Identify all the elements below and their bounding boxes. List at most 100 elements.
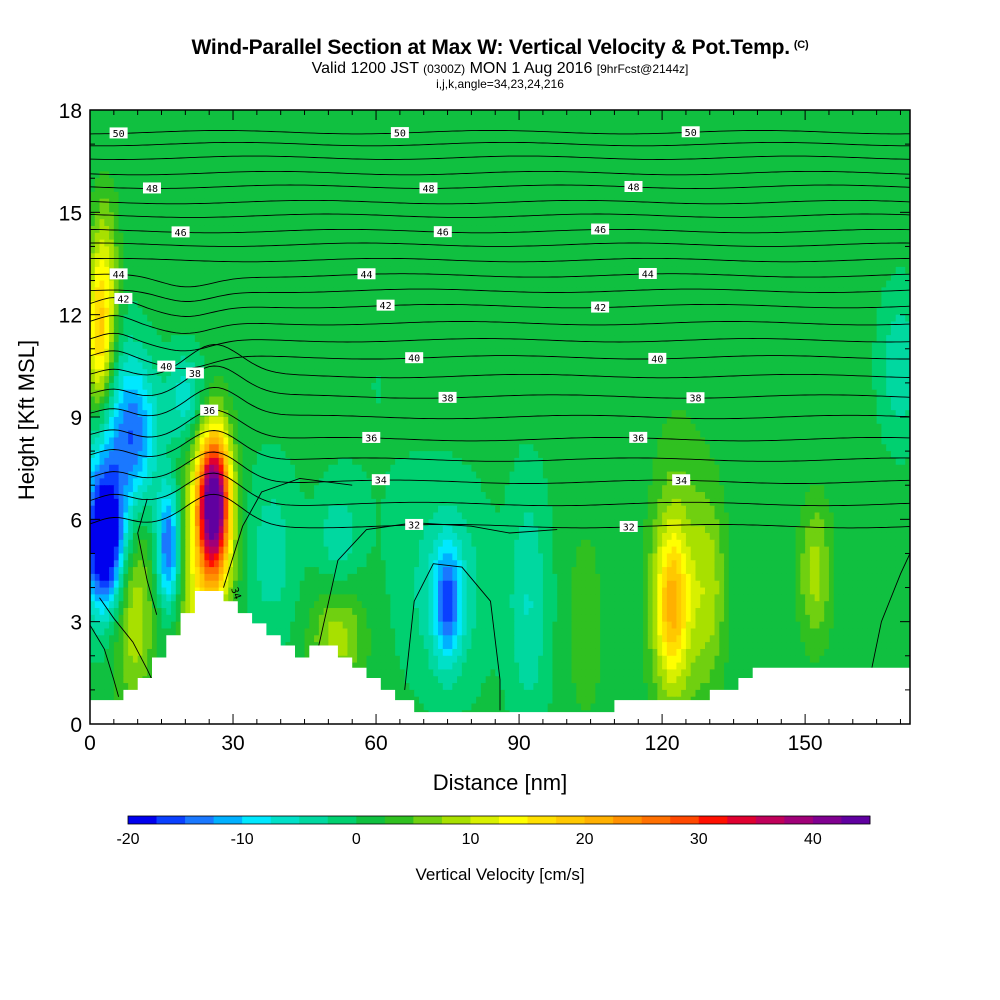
field-cell	[671, 144, 677, 152]
field-cell	[495, 130, 501, 138]
field-cell	[504, 123, 511, 132]
field-cell	[256, 116, 263, 125]
field-cell	[595, 144, 601, 152]
field-cell	[194, 116, 201, 125]
field-cell	[104, 287, 110, 295]
field-cell	[852, 212, 859, 220]
field-cell	[161, 205, 167, 213]
field-cell	[290, 273, 296, 282]
field-cell	[366, 164, 372, 172]
field-cell	[733, 246, 739, 254]
field-cell	[233, 260, 239, 268]
field-cell	[490, 246, 496, 254]
field-cell	[318, 246, 325, 254]
field-cell	[337, 219, 344, 227]
field-cell	[266, 287, 272, 295]
field-cell	[166, 232, 172, 241]
field-cell	[409, 260, 415, 268]
field-cell	[671, 157, 677, 166]
field-cell	[881, 110, 887, 118]
field-cell	[838, 116, 844, 125]
field-cell	[395, 266, 401, 275]
field-cell	[714, 198, 720, 207]
field-cell	[99, 123, 105, 132]
field-cell	[571, 164, 577, 172]
field-cell	[147, 178, 153, 186]
field-cell	[352, 198, 358, 207]
field-cell	[886, 301, 892, 309]
field-cell	[900, 191, 906, 200]
field-cell	[571, 253, 577, 261]
field-cell	[399, 253, 406, 261]
field-cell	[209, 144, 215, 152]
field-cell	[771, 219, 778, 227]
field-cell	[490, 110, 496, 118]
field-cell	[256, 130, 263, 138]
field-cell	[395, 144, 401, 152]
field-cell	[385, 273, 391, 282]
field-cell	[423, 219, 430, 227]
field-cell	[905, 191, 910, 200]
field-cell	[295, 273, 301, 282]
field-cell	[819, 123, 825, 132]
field-cell	[848, 191, 854, 200]
field-cell	[418, 157, 425, 166]
field-cell	[380, 232, 387, 241]
field-cell	[194, 260, 201, 268]
field-cell	[638, 219, 644, 227]
field-cell	[280, 253, 287, 261]
field-cell	[628, 144, 635, 152]
field-cell	[905, 212, 910, 220]
field-cell	[728, 205, 735, 213]
field-cell	[566, 144, 573, 152]
field-cell	[890, 205, 897, 213]
field-cell	[590, 287, 596, 295]
field-cell	[213, 178, 220, 186]
field-cell	[447, 219, 453, 227]
field-cell	[118, 205, 124, 213]
field-cell	[738, 287, 744, 295]
field-cell	[476, 212, 482, 220]
field-cell	[280, 205, 287, 213]
field-cell	[247, 150, 253, 159]
field-cell	[662, 232, 668, 241]
field-cell	[199, 144, 206, 152]
field-cell	[800, 157, 806, 166]
field-cell	[705, 137, 711, 145]
field-cell	[881, 150, 887, 159]
field-cell	[380, 280, 387, 288]
field-cell	[595, 212, 601, 220]
field-cell	[500, 205, 506, 213]
field-cell	[781, 253, 787, 261]
field-cell	[399, 110, 406, 118]
field-cell	[848, 137, 854, 145]
field-cell	[638, 232, 644, 241]
field-cell	[166, 178, 172, 186]
field-cell	[223, 110, 229, 118]
field-cell	[299, 280, 306, 288]
field-cell	[561, 232, 568, 241]
field-cell	[113, 246, 120, 254]
field-cell	[900, 110, 906, 118]
field-cell	[766, 253, 773, 261]
field-cell	[314, 110, 320, 118]
field-cell	[848, 198, 854, 207]
field-cell	[128, 116, 134, 125]
field-cell	[266, 266, 272, 275]
field-cell	[628, 123, 635, 132]
field-cell	[795, 198, 801, 207]
field-cell	[342, 116, 349, 125]
field-cell	[490, 260, 496, 268]
field-cell	[218, 198, 225, 207]
field-cell	[256, 164, 263, 172]
field-cell	[490, 150, 496, 159]
field-cell	[337, 246, 344, 254]
field-cell	[590, 280, 596, 288]
field-cell	[147, 266, 153, 275]
field-cell	[676, 280, 682, 288]
field-cell	[161, 239, 167, 248]
field-cell	[886, 157, 892, 166]
field-cell	[705, 164, 711, 172]
field-cell	[800, 205, 806, 213]
field-cell	[147, 116, 153, 125]
